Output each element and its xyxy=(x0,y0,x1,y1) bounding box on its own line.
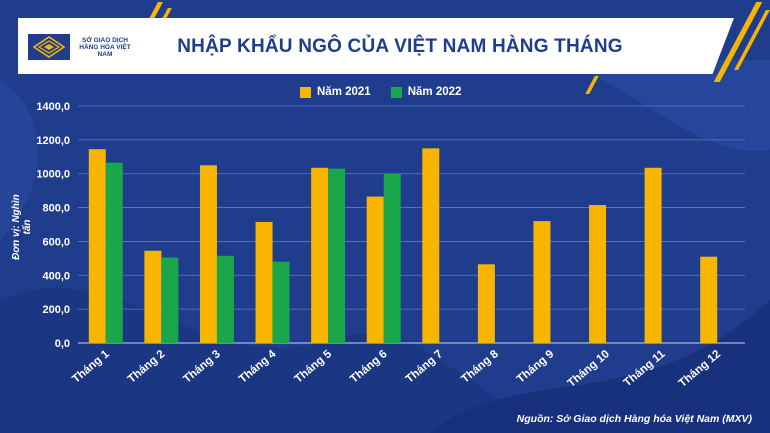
y-tick-label: 1400,0 xyxy=(36,101,70,113)
legend-label-2021: Năm 2021 xyxy=(317,86,371,98)
x-tick-label: Tháng 9 xyxy=(515,348,556,386)
page-title: NHẬP KHẨU NGÔ CỦA VIỆT NAM HÀNG THÁNG xyxy=(177,36,623,57)
y-tick-label: 1000,0 xyxy=(36,169,70,181)
bar-2022-2 xyxy=(161,257,179,343)
bar-2022-3 xyxy=(216,255,234,343)
bar-2021-8 xyxy=(477,264,495,343)
x-tick-label: Tháng 4 xyxy=(237,348,279,386)
y-tick-label: 800,0 xyxy=(42,203,70,215)
bar-2022-4 xyxy=(272,261,290,343)
logo-diamond-icon xyxy=(28,34,70,60)
y-tick-label: 0,0 xyxy=(55,338,70,350)
x-tick-label: Tháng 12 xyxy=(677,348,723,390)
bar-2021-1 xyxy=(88,149,106,343)
logo: SỞ GIAO DỊCH HÀNG HÓA VIỆT NAM xyxy=(28,34,143,60)
bar-2021-10 xyxy=(589,205,607,343)
source-note: Nguồn: Sở Giao dịch Hàng hóa Việt Nam (M… xyxy=(516,413,752,425)
bar-2021-6 xyxy=(366,196,384,343)
legend-item-2022: Năm 2022 xyxy=(390,86,462,98)
chart-legend: Năm 2021 Năm 2022 xyxy=(300,86,461,98)
x-tick-label: Tháng 8 xyxy=(459,348,501,386)
bar-2021-5 xyxy=(311,167,329,343)
title-bar xyxy=(18,18,734,74)
bar-2021-11 xyxy=(644,167,662,343)
legend-swatch-2022 xyxy=(390,86,402,98)
bar-2021-7 xyxy=(422,148,440,343)
bar-2021-2 xyxy=(144,250,162,343)
bar-2022-6 xyxy=(383,173,401,343)
y-tick-label: 1200,0 xyxy=(36,135,70,147)
x-tick-label: Tháng 6 xyxy=(348,348,389,386)
x-tick-label: Tháng 7 xyxy=(404,348,445,386)
x-tick-label: Tháng 11 xyxy=(622,348,668,390)
legend-label-2022: Năm 2022 xyxy=(407,86,462,98)
legend-item-2021: Năm 2021 xyxy=(300,86,371,98)
x-tick-label: Tháng 2 xyxy=(126,348,167,386)
legend-swatch-2021 xyxy=(300,86,311,98)
bar-2021-3 xyxy=(199,165,217,343)
bar-2021-4 xyxy=(255,221,273,343)
y-tick-label: 400,0 xyxy=(42,270,70,282)
y-tick-label: 200,0 xyxy=(42,304,70,316)
x-tick-label: Tháng 5 xyxy=(293,348,335,386)
logo-text: SỞ GIAO DỊCH HÀNG HÓA VIỆT NAM xyxy=(79,36,131,58)
bar-2022-1 xyxy=(105,162,123,343)
bar-2022-5 xyxy=(328,168,346,343)
x-tick-label: Tháng 1 xyxy=(70,348,112,386)
y-tick-label: 600,0 xyxy=(42,236,70,248)
bar-2021-12 xyxy=(700,256,718,343)
x-tick-label: Tháng 3 xyxy=(181,348,222,386)
x-tick-label: Tháng 10 xyxy=(566,348,612,390)
bar-2021-9 xyxy=(533,221,551,343)
